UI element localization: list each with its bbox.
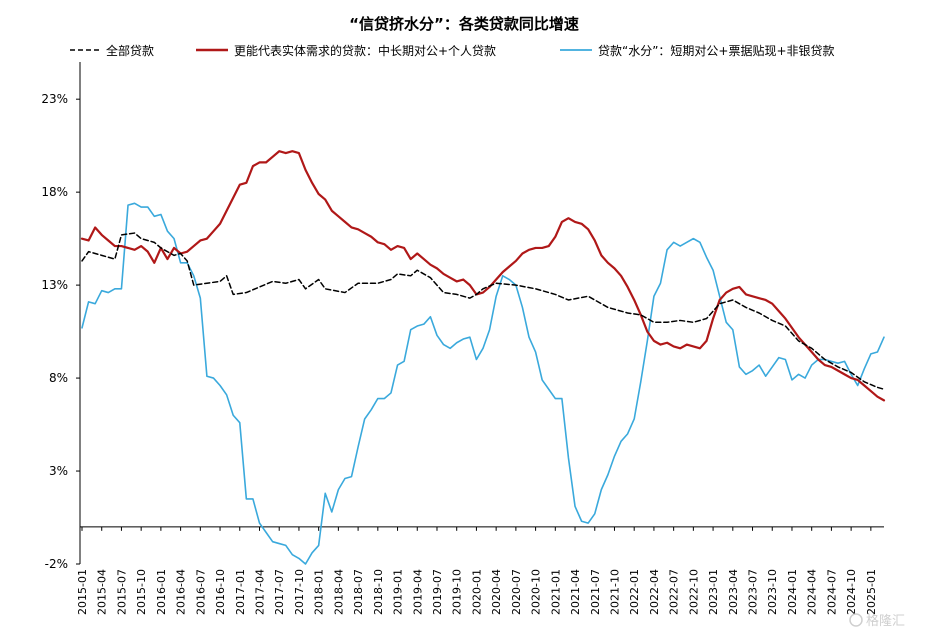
x-tick-label: 2019-04	[411, 569, 424, 615]
legend-label-2: 更能代表实体需求的贷款：中长期对公+个人贷款	[234, 43, 496, 58]
x-tick-label: 2021-07	[589, 569, 602, 615]
x-tick-label: 2020-01	[470, 569, 483, 615]
x-tick-label: 2018-07	[352, 569, 365, 615]
x-tick-label: 2018-10	[372, 569, 385, 615]
x-tick-label: 2015-01	[76, 569, 89, 615]
y-tick-label: 13%	[41, 278, 68, 292]
x-tick-label: 2022-07	[668, 569, 681, 615]
x-tick-label: 2017-01	[234, 569, 247, 615]
x-tick-label: 2022-01	[628, 569, 641, 615]
x-tick-label: 2015-07	[115, 569, 128, 615]
x-tick-label: 2024-04	[806, 569, 819, 615]
axes: -2% 3% 8% 13% 18% 23% 2015-01 2015-04 2015-07 201…	[41, 62, 884, 615]
legend-label-1: 全部贷款	[106, 43, 154, 58]
x-tick-label: 2022-04	[648, 569, 661, 615]
x-tick-label: 2020-07	[510, 569, 523, 615]
x-tick-label: 2023-01	[707, 569, 720, 615]
x-tick-label: 2023-04	[727, 569, 740, 615]
x-tick-label: 2018-04	[332, 569, 345, 615]
x-tick-label: 2021-01	[549, 569, 562, 615]
watermark-logo-icon	[849, 613, 863, 627]
x-tick-label: 2015-10	[135, 569, 148, 615]
y-tick-label: 3%	[49, 464, 68, 478]
x-tick-label: 2017-07	[273, 569, 286, 615]
x-tick-label: 2023-07	[747, 569, 760, 615]
x-tick-label: 2022-10	[687, 569, 700, 615]
chart-title: “信贷挤水分”：各类贷款同比增速	[349, 15, 579, 33]
x-tick-label: 2018-01	[313, 569, 326, 615]
x-tick-label: 2023-10	[766, 569, 779, 615]
x-tick-label: 2019-01	[392, 569, 405, 615]
x-tick-label: 2025-01	[865, 569, 878, 615]
x-tick-label: 2020-04	[490, 569, 503, 615]
watermark-text: 格隆汇	[866, 613, 905, 629]
x-tick-label: 2017-10	[293, 569, 306, 615]
x-tick-label: 2016-01	[155, 569, 168, 615]
x-tick-label: 2020-10	[530, 569, 543, 615]
y-tick-label: 23%	[41, 92, 68, 106]
series-line-3	[81, 202, 885, 565]
x-tick-label: 2017-04	[253, 569, 266, 615]
x-tick-label: 2021-04	[569, 569, 582, 615]
watermark: 格隆汇	[849, 613, 905, 629]
legend: 全部贷款 更能代表实体需求的贷款：中长期对公+个人贷款 贷款“水分”：短期对公+票据…	[70, 43, 835, 58]
x-tick-label: 2019-10	[451, 569, 464, 615]
series-line-1	[81, 232, 885, 390]
x-tick-label: 2019-07	[431, 569, 444, 615]
y-tick-label: 18%	[41, 185, 68, 199]
x-tick-label: 2016-10	[214, 569, 227, 615]
x-tick-label: 2024-07	[825, 569, 838, 615]
x-tick-label: 2015-04	[96, 569, 109, 615]
series-line-2	[80, 150, 886, 402]
x-tick-label: 2024-10	[845, 569, 858, 615]
y-tick-label: -2%	[45, 557, 68, 571]
x-tick-label: 2016-04	[175, 569, 188, 615]
legend-label-3: 贷款“水分”：短期对公+票据贴现+非银贷款	[598, 44, 835, 58]
x-tick-label: 2021-10	[608, 569, 621, 615]
x-tick-label: 2016-07	[194, 569, 207, 615]
series-layer	[80, 150, 886, 565]
x-tick-label: 2024-01	[786, 569, 799, 615]
y-tick-label: 8%	[49, 371, 68, 385]
